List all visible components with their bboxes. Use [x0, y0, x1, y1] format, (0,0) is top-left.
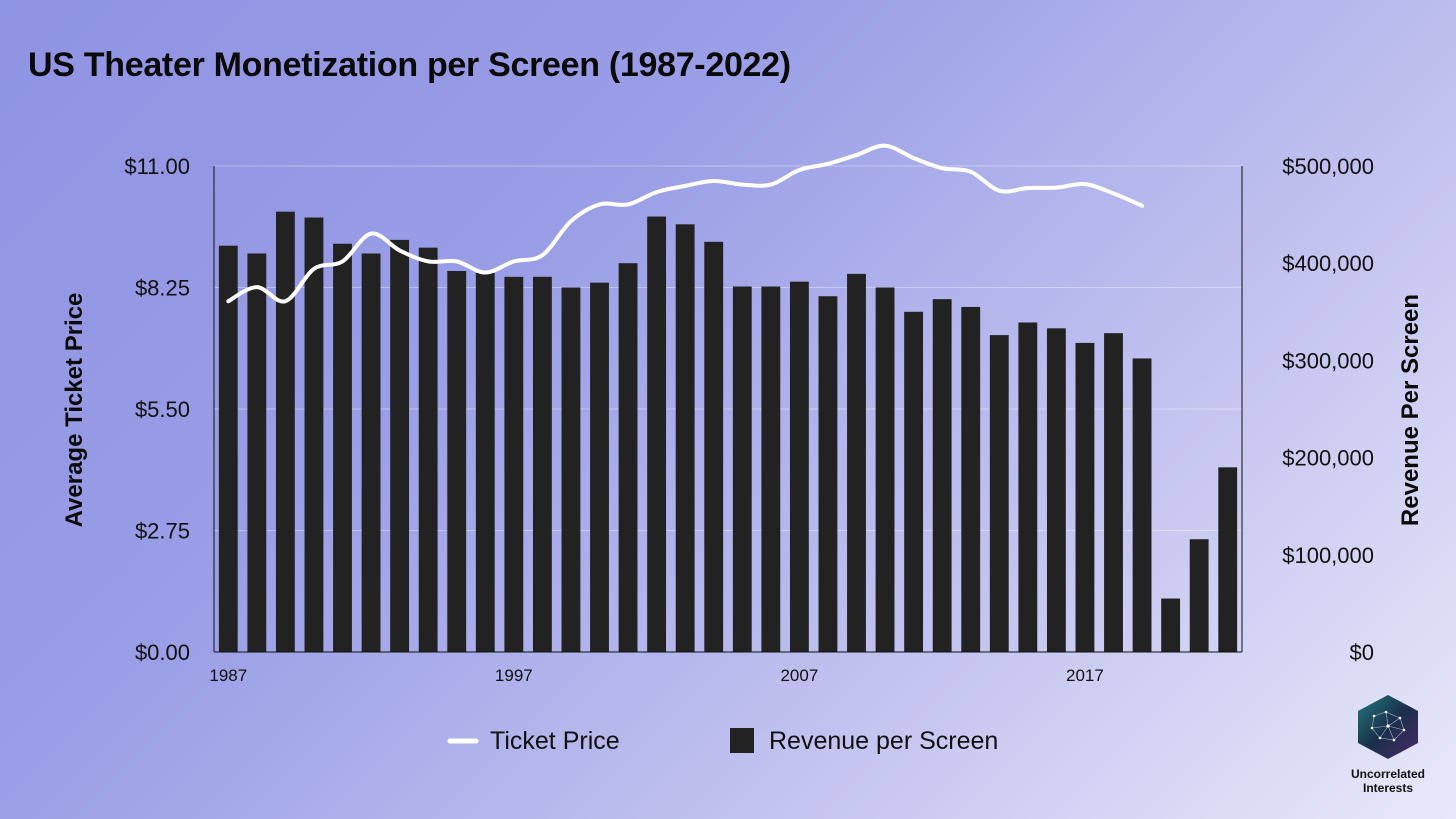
- right-tick-label: $100,000: [1282, 543, 1374, 568]
- bar-revenue-1995: [447, 270, 467, 652]
- left-axis-title: Average Ticket Price: [61, 293, 88, 528]
- ticket-price-line: [226, 143, 1145, 304]
- bar-revenue-1990: [304, 217, 324, 653]
- x-tick-label: 1987: [209, 666, 247, 685]
- revenue-bars: [218, 211, 1238, 653]
- gridlines: [214, 165, 1242, 531]
- right-tick-label: $0: [1350, 640, 1374, 665]
- left-axis-ticks: $0.00 $2.75 $5.50 $8.25 $11.00: [124, 154, 190, 665]
- logo-text-line1: Uncorrelated: [1350, 767, 1426, 781]
- bar-revenue-2017: [1075, 342, 1095, 652]
- uncorrelated-interests-logo: [1358, 695, 1418, 759]
- x-tick-label: 1997: [495, 666, 533, 685]
- x-axis-ticks: 1987 1997 2007 2017: [209, 666, 1103, 685]
- bar-revenue-1988: [247, 253, 267, 653]
- right-tick-label: $300,000: [1282, 348, 1374, 373]
- bar-revenue-2013: [961, 306, 981, 652]
- logo-text: Uncorrelated Interests: [1336, 767, 1440, 795]
- bar-revenue-2021: [1189, 539, 1209, 652]
- bar-revenue-2006: [761, 286, 781, 652]
- bar-revenue-2008: [818, 296, 838, 652]
- legend-label-revenue: Revenue per Screen: [769, 727, 998, 755]
- bar-revenue-1992: [361, 253, 381, 653]
- bar-revenue-1999: [561, 287, 581, 652]
- x-tick-label: 2017: [1066, 666, 1104, 685]
- bar-revenue-2015: [1018, 322, 1038, 652]
- bar-revenue-2001: [618, 263, 638, 652]
- right-axis-title: Revenue Per Screen: [1397, 294, 1424, 526]
- bar-revenue-2022: [1218, 467, 1238, 652]
- bar-revenue-2014: [989, 335, 1009, 652]
- bar-revenue-2012: [932, 299, 952, 652]
- bar-revenue-2004: [704, 241, 724, 653]
- legend: Ticket Price Revenue per Screen: [447, 727, 998, 755]
- legend-label-ticket-price: Ticket Price: [490, 727, 620, 755]
- bar-revenue-2019: [1132, 358, 1152, 652]
- bar-revenue-1996: [475, 272, 495, 652]
- bar-revenue-2010: [875, 287, 895, 652]
- bar-revenue-1998: [532, 276, 552, 652]
- right-tick-label: $500,000: [1282, 154, 1374, 179]
- left-tick-label: $2.75: [135, 519, 190, 544]
- bar-revenue-2020: [1161, 598, 1181, 652]
- axes: [213, 166, 1243, 653]
- bar-revenue-2011: [904, 311, 924, 652]
- bar-revenue-1997: [504, 276, 524, 652]
- bar-revenue-2009: [847, 273, 866, 652]
- bar-revenue-2016: [1046, 328, 1066, 652]
- left-tick-label: $0.00: [135, 640, 190, 665]
- x-tick-label: 2007: [780, 666, 818, 685]
- bar-revenue-2002: [647, 216, 667, 652]
- bar-revenue-2005: [732, 286, 752, 652]
- bar-revenue-2000: [590, 282, 609, 652]
- legend-bar-swatch: [730, 728, 754, 753]
- right-axis-ticks: $0 $100,000 $200,000 $300,000 $400,000 $500,0…: [1282, 154, 1374, 665]
- chart-title: US Theater Monetization per Screen (1987…: [28, 46, 791, 84]
- ticket-price-line-layer: [226, 143, 1145, 304]
- bar-revenue-2007: [789, 281, 809, 652]
- left-tick-label: $8.25: [135, 276, 190, 301]
- bar-revenue-1993: [390, 239, 410, 652]
- left-tick-label: $5.50: [135, 397, 190, 422]
- bar-revenue-1994: [418, 247, 438, 652]
- bar-revenue-1991: [333, 243, 352, 652]
- bar-revenue-2003: [675, 224, 695, 652]
- logo-text-line2: Interests: [1362, 781, 1414, 795]
- bar-revenue-2018: [1104, 333, 1123, 652]
- right-tick-label: $400,000: [1282, 251, 1374, 276]
- left-tick-label: $11.00: [124, 154, 190, 179]
- bar-revenue-1987: [218, 245, 238, 653]
- bar-revenue-1989: [275, 211, 295, 652]
- right-tick-label: $200,000: [1282, 446, 1374, 471]
